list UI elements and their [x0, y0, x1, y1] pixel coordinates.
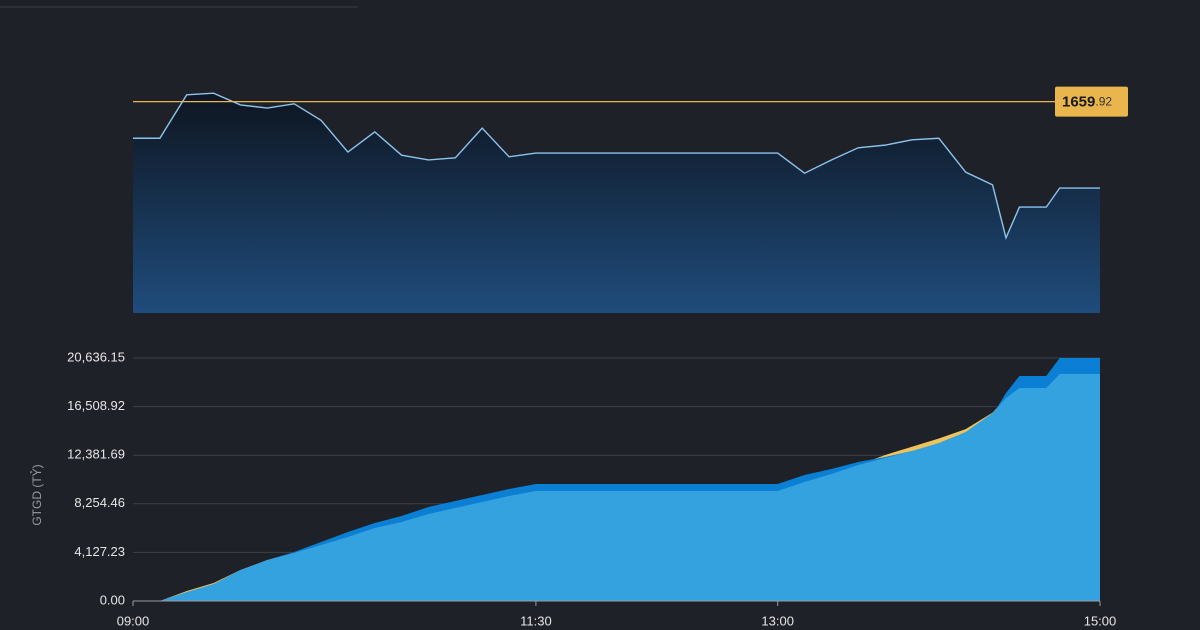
reference-label-int: 1659 [1062, 94, 1095, 111]
y-tick-label: 8,254.46 [74, 495, 125, 510]
y-tick-label: 0.00 [100, 592, 125, 607]
y-axis-label: GTGD (TỶ) [29, 464, 44, 525]
y-tick-label: 12,381.69 [67, 447, 125, 462]
x-tick-label: 15:00 [1084, 613, 1117, 628]
volume-area [133, 374, 1100, 601]
reference-label: 1659.92 [1062, 94, 1112, 111]
price-line [133, 92, 1100, 240]
y-tick-label: 20,636.15 [67, 349, 125, 364]
reference-label-box [1055, 86, 1128, 117]
x-tick-label: 11:30 [520, 613, 552, 628]
reference-label-dec: .92 [1095, 95, 1112, 109]
x-tick-label: 09:00 [117, 613, 150, 628]
y-tick-label: 16,508.92 [67, 398, 125, 413]
x-tick-label: 13:00 [761, 613, 794, 628]
y-tick-label: 4,127.23 [74, 544, 125, 559]
price-area [133, 93, 1100, 313]
